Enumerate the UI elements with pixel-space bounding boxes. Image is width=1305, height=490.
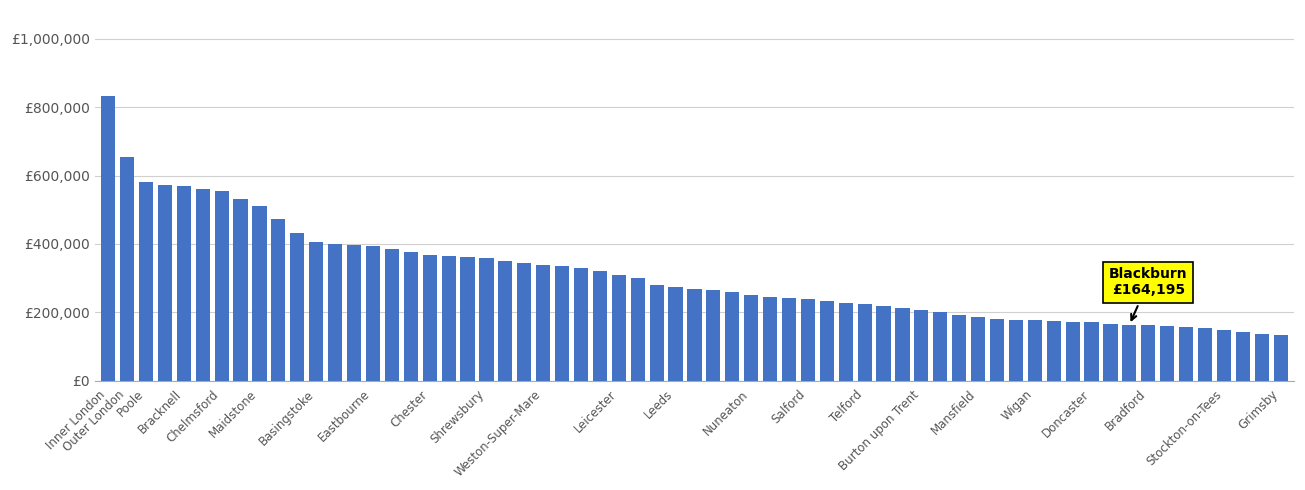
Bar <box>536 265 551 381</box>
Bar <box>1047 321 1061 381</box>
Bar <box>234 199 248 381</box>
Bar <box>138 182 153 381</box>
Bar <box>763 297 778 381</box>
Bar <box>857 304 872 381</box>
Bar <box>990 318 1004 381</box>
Bar <box>933 312 947 381</box>
Bar <box>1236 332 1250 381</box>
Bar <box>744 295 758 381</box>
Bar <box>1122 325 1137 381</box>
Bar <box>365 246 380 381</box>
Bar <box>971 317 985 381</box>
Bar <box>176 187 191 381</box>
Bar <box>158 185 172 381</box>
Bar <box>196 189 210 381</box>
Bar <box>915 310 928 381</box>
Bar <box>1254 334 1268 381</box>
Bar <box>1274 336 1288 381</box>
Bar <box>726 292 740 381</box>
Bar <box>120 157 134 381</box>
Bar <box>630 278 645 381</box>
Bar <box>574 268 589 381</box>
Bar <box>403 251 418 381</box>
Bar <box>347 245 361 381</box>
Bar <box>1178 327 1193 381</box>
Bar <box>328 244 342 381</box>
Bar <box>688 289 702 381</box>
Bar <box>895 308 910 381</box>
Bar <box>100 96 115 381</box>
Bar <box>385 249 399 381</box>
Bar <box>461 257 475 381</box>
Bar <box>839 303 852 381</box>
Bar <box>1198 328 1212 381</box>
Bar <box>1103 324 1117 381</box>
Bar <box>290 233 304 381</box>
Bar <box>1216 330 1231 381</box>
Bar <box>668 287 683 381</box>
Bar <box>1066 322 1079 381</box>
Bar <box>592 271 607 381</box>
Bar <box>214 191 228 381</box>
Bar <box>309 242 324 381</box>
Bar <box>877 306 890 381</box>
Text: Blackburn
£164,195: Blackburn £164,195 <box>1109 267 1188 320</box>
Bar <box>479 258 493 381</box>
Bar <box>820 301 834 381</box>
Bar <box>517 263 531 381</box>
Bar <box>271 220 286 381</box>
Bar <box>1028 320 1041 381</box>
Bar <box>1141 325 1155 381</box>
Bar <box>1009 320 1023 381</box>
Bar <box>252 206 266 381</box>
Bar <box>499 261 513 381</box>
Bar <box>650 285 664 381</box>
Bar <box>1160 326 1174 381</box>
Bar <box>555 266 569 381</box>
Bar <box>441 256 455 381</box>
Bar <box>423 255 437 381</box>
Bar <box>782 298 796 381</box>
Bar <box>801 299 816 381</box>
Bar <box>1084 322 1099 381</box>
Bar <box>612 275 626 381</box>
Bar <box>706 290 720 381</box>
Bar <box>953 315 966 381</box>
